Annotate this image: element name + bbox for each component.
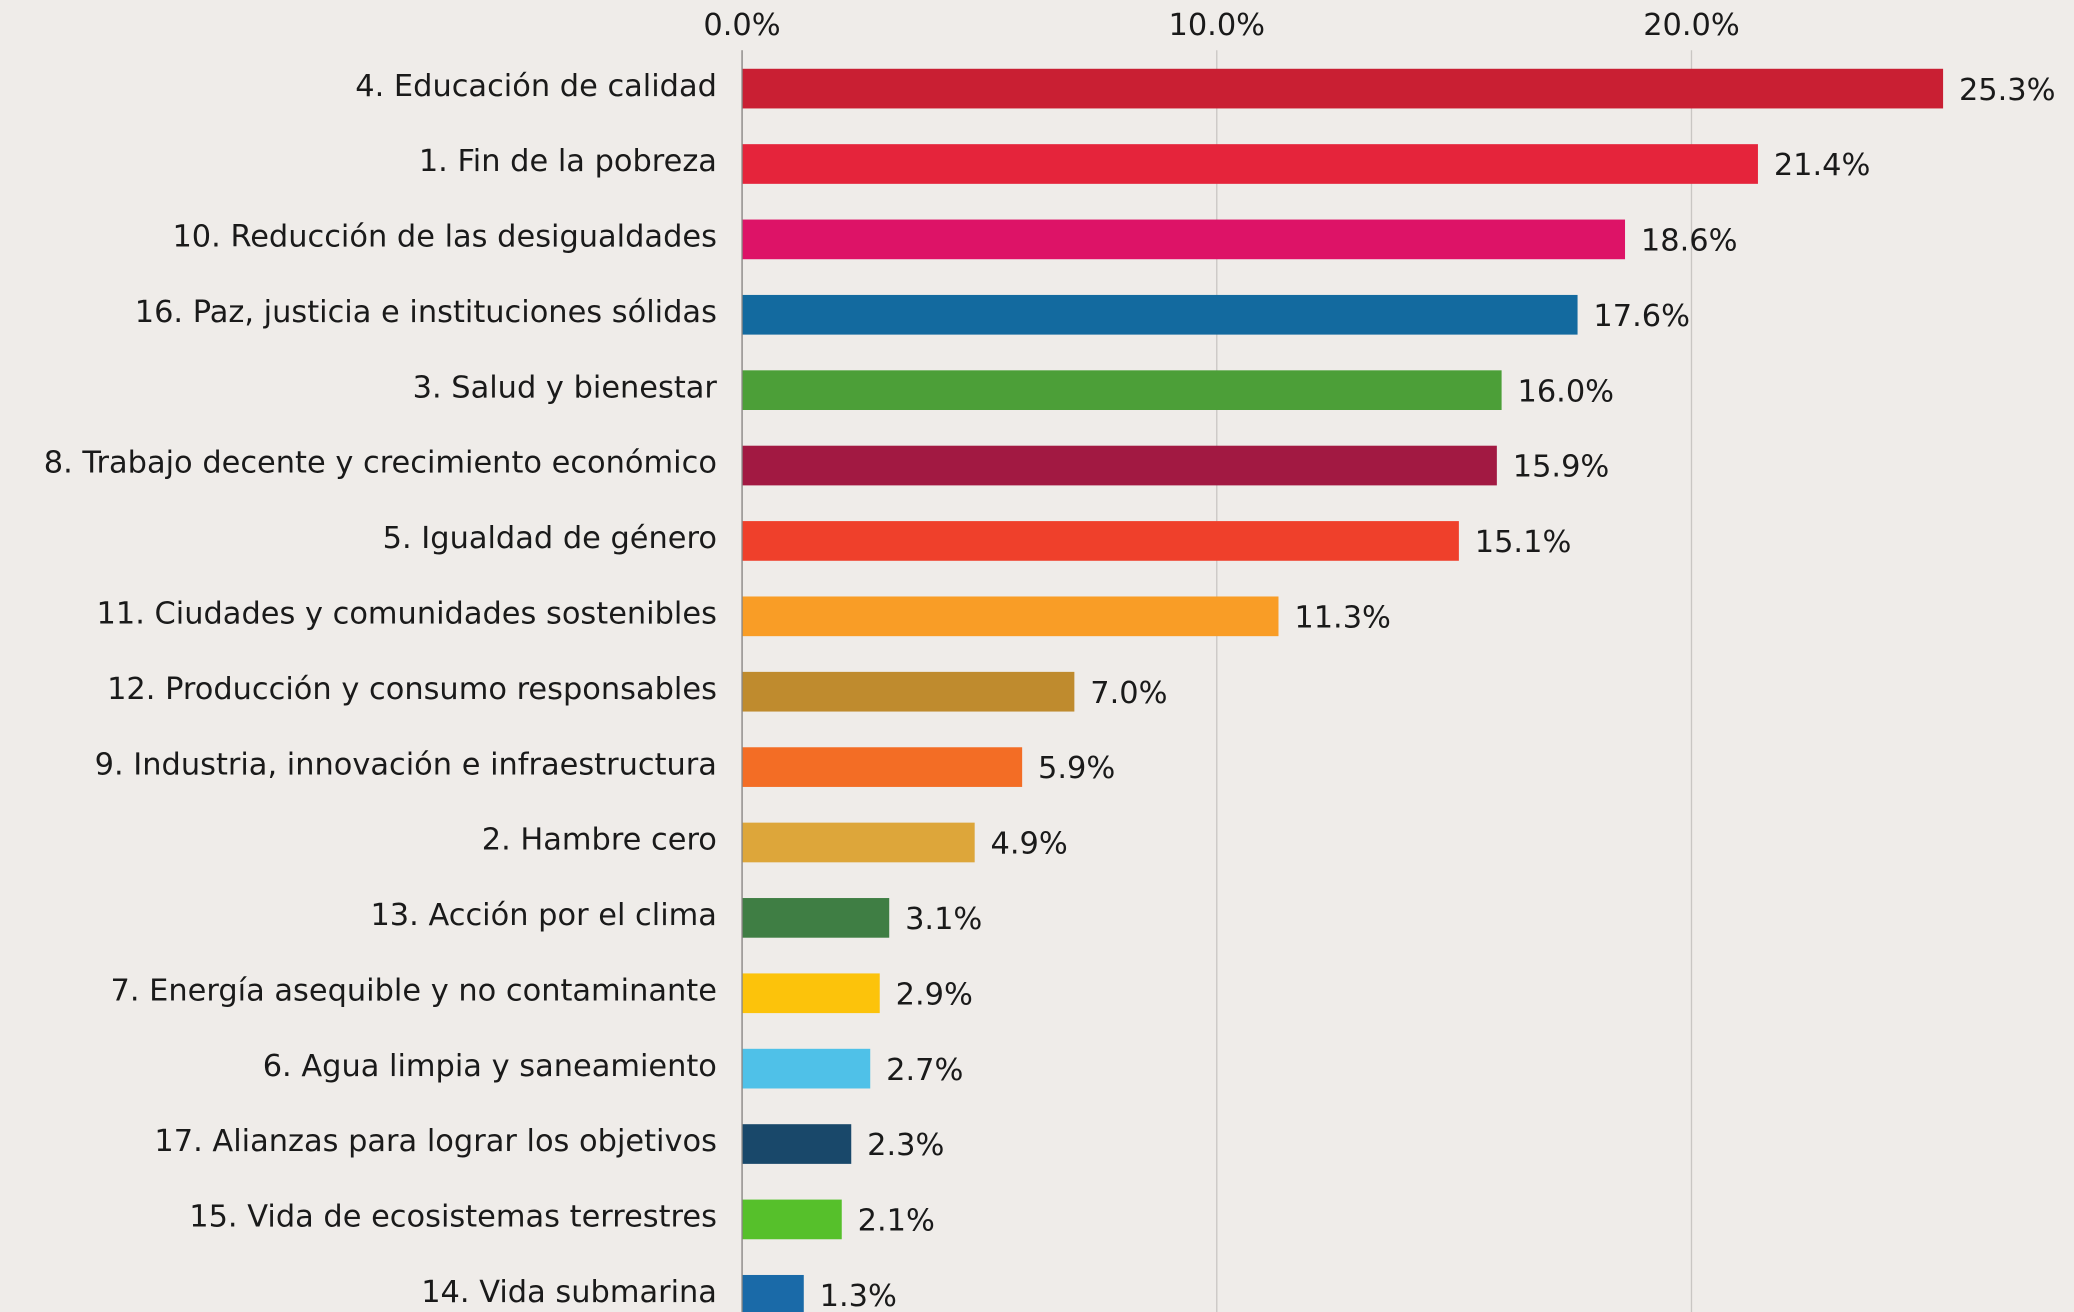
y-tick-label: 12. Producción y consumo responsables [107,672,717,707]
bar [742,1274,804,1312]
x-tick-label: 0.0% [703,8,780,43]
value-label: 2.3% [867,1128,944,1163]
value-label: 15.1% [1475,525,1572,560]
bar [742,219,1626,260]
bar [742,370,1502,410]
bar [742,973,880,1014]
bar [742,596,1279,637]
y-tick-label: 15. Vida de ecosistemas terrestres [189,1200,717,1235]
bar [742,521,1459,561]
y-tick-label: 3. Salud y bienestar [413,370,718,405]
y-tick-label: 10. Reducción de las desigualdades [172,220,716,255]
value-label: 2.9% [896,977,973,1012]
y-tick-label: 8. Trabajo decente y crecimiento económi… [44,446,717,481]
bar [742,144,1758,184]
y-tick-label: 11. Ciudades y comunidades sostenibles [97,597,717,632]
value-label: 5.9% [1038,751,1115,786]
y-tick-label: 9. Industria, innovación e infraestructu… [95,747,717,782]
bar [742,68,1944,109]
y-tick-label: 14. Vida submarina [421,1275,717,1310]
y-tick-label: 4. Educación de calidad [355,69,717,104]
bar [742,898,890,938]
value-label: 18.6% [1641,224,1738,259]
bar [742,671,1075,712]
y-tick-label: 1. Fin de la pobreza [419,144,717,179]
y-tick-label: 2. Hambre cero [482,823,717,858]
x-tick-label: 10.0% [1168,8,1265,43]
value-label: 25.3% [1959,73,2056,108]
value-label: 2.7% [886,1053,963,1088]
x-tick-label: 20.0% [1643,8,1740,43]
value-label: 4.9% [991,827,1068,862]
bar [742,747,1023,787]
value-label: 21.4% [1774,148,1871,183]
bar [742,445,1497,486]
y-tick-label: 7. Energía asequible y no contaminante [111,973,717,1008]
y-tick-label: 17. Alianzas para lograr los objetivos [154,1124,717,1159]
value-label: 2.1% [858,1204,935,1239]
y-tick-label: 13. Acción por el clima [370,898,716,933]
bar [742,1048,871,1089]
bar [742,294,1578,335]
y-tick-label: 6. Agua limpia y saneamiento [263,1049,717,1084]
y-tick-label: 16. Paz, justicia e instituciones sólida… [135,295,717,330]
value-label: 3.1% [905,902,982,937]
value-label: 1.3% [820,1279,897,1312]
bar [742,1124,852,1164]
value-label: 11.3% [1294,600,1391,635]
value-label: 15.9% [1513,450,1610,485]
value-label: 17.6% [1593,299,1690,334]
bar [742,1199,842,1240]
value-label: 7.0% [1090,676,1167,711]
value-label: 16.0% [1517,374,1614,409]
y-tick-label: 5. Igualdad de género [383,521,717,556]
bar [742,822,975,863]
